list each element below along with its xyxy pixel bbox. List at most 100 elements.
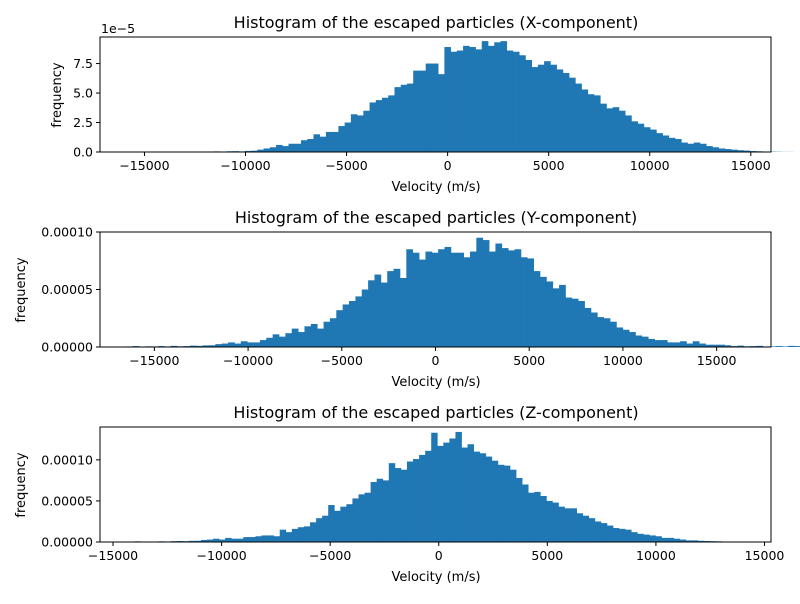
x-tick-label: 5000 xyxy=(533,158,565,173)
y-tick-label: 0.00005 xyxy=(41,282,93,297)
histogram-bar xyxy=(502,248,509,347)
histogram-bar xyxy=(522,485,528,543)
histogram-bar xyxy=(470,252,477,347)
histogram-bar xyxy=(625,530,631,542)
histogram-bar xyxy=(310,522,316,542)
histogram-bar xyxy=(413,253,420,347)
histogram-bar xyxy=(688,144,695,152)
histogram-bar xyxy=(285,333,292,347)
histogram-bar xyxy=(407,84,414,152)
histogram-bar xyxy=(298,332,305,347)
bars xyxy=(128,432,759,542)
histogram-bar xyxy=(241,341,248,347)
histogram-bar xyxy=(324,322,331,347)
histogram-bar xyxy=(553,288,560,347)
histogram-bar xyxy=(345,123,352,152)
y-tick-label: 0.00005 xyxy=(41,493,93,508)
histogram-bar xyxy=(578,301,585,347)
histogram-bar xyxy=(438,249,445,347)
histogram-bar xyxy=(419,71,426,152)
histogram-bar xyxy=(395,468,401,542)
x-tick-label: −10000 xyxy=(196,548,246,563)
histogram-bar xyxy=(686,344,693,347)
histogram-bar xyxy=(489,252,496,347)
histogram-bar xyxy=(540,496,546,542)
histogram-bar xyxy=(661,340,668,347)
histogram-bar xyxy=(712,147,719,152)
histogram-bar xyxy=(292,529,298,542)
histogram-bar xyxy=(289,144,296,152)
histogram-bar xyxy=(357,115,364,152)
histogram-bar xyxy=(693,341,700,347)
histogram-bar xyxy=(295,144,302,152)
histogram-bar xyxy=(604,318,611,347)
z-component-chart: Histogram of the escaped particles (Z-co… xyxy=(14,403,784,585)
histogram-bar xyxy=(401,85,408,152)
x-axis-label: Velocity (m/s) xyxy=(391,375,480,390)
histogram-bar xyxy=(388,95,395,152)
histogram-bar xyxy=(637,534,643,542)
histogram-bar xyxy=(699,344,706,347)
x-tick-label: −5000 xyxy=(321,353,363,368)
histogram-bar xyxy=(648,339,655,347)
histogram-bar xyxy=(782,346,789,347)
histogram-bar xyxy=(270,147,277,152)
y-tick-label: 7.5 xyxy=(73,56,93,71)
histogram-bar xyxy=(322,516,328,542)
histogram-bar xyxy=(280,530,286,542)
histogram-bar xyxy=(419,455,425,542)
histogram-bar xyxy=(400,278,407,347)
histogram-bar xyxy=(443,443,449,542)
histogram-bar xyxy=(234,344,241,347)
histogram-bar xyxy=(222,344,229,347)
y-axis-label: frequency xyxy=(14,257,29,323)
histogram-bar xyxy=(462,448,468,542)
histogram-bar xyxy=(362,290,369,348)
y-tick-label: 0.00000 xyxy=(41,340,93,355)
histogram-bar xyxy=(343,304,350,347)
histogram-bar xyxy=(449,439,455,543)
histogram-bar xyxy=(225,538,231,542)
histogram-bar xyxy=(389,463,395,542)
histogram-bar xyxy=(663,135,670,152)
histogram-bar xyxy=(363,111,370,152)
y-tick-label: 0.00010 xyxy=(41,452,93,467)
histogram-bar xyxy=(655,536,661,542)
histogram-bar xyxy=(376,100,383,152)
y-axis-label: frequency xyxy=(50,62,65,128)
histogram-bar xyxy=(426,64,433,152)
histogram-bar xyxy=(629,332,636,347)
histogram-bar xyxy=(595,521,601,542)
x-axis-label: Velocity (m/s) xyxy=(391,570,480,585)
histogram-bar xyxy=(516,478,522,542)
x-tick-label: 10000 xyxy=(630,158,670,173)
histogram-bar xyxy=(383,480,389,542)
histogram-bar xyxy=(307,139,314,152)
histogram-bar xyxy=(243,537,249,542)
histogram-bar xyxy=(486,457,492,542)
histogram-bar xyxy=(550,65,557,152)
histogram-bar xyxy=(619,529,625,542)
histogram-bar xyxy=(521,257,528,347)
histogram-bar xyxy=(795,346,800,347)
histogram-bar xyxy=(413,459,419,542)
histogram-bar xyxy=(292,329,299,347)
x-tick-label: 15000 xyxy=(731,158,771,173)
histogram-bar xyxy=(498,465,504,542)
histogram-bar xyxy=(577,513,583,542)
histogram-bar xyxy=(304,326,311,347)
histogram-bar xyxy=(457,253,464,347)
histogram-bar xyxy=(788,346,795,347)
histogram-bar xyxy=(228,342,235,347)
histogram-bar xyxy=(582,89,589,152)
histogram-bar xyxy=(311,324,318,347)
histogram-bar xyxy=(631,121,638,152)
histogram-bar xyxy=(655,340,662,347)
histogram-bar xyxy=(583,516,589,542)
histogram-bar xyxy=(249,537,255,542)
histogram-bar xyxy=(395,87,402,152)
histogram-bar xyxy=(504,466,510,542)
histogram-bar xyxy=(301,140,308,152)
